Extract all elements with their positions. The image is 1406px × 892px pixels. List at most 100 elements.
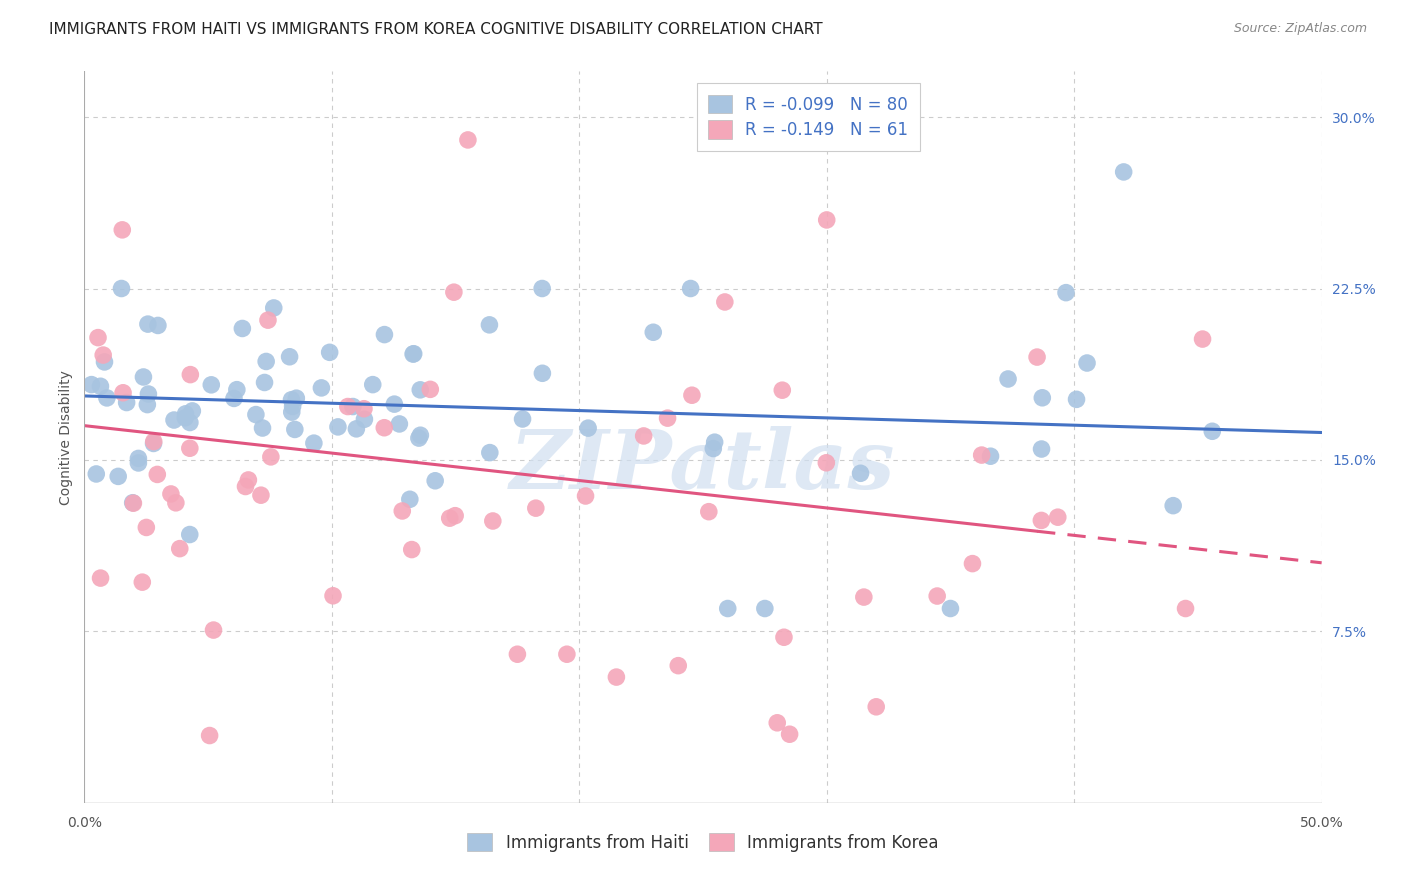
Point	[633, 429, 655, 443]
Point	[1031, 513, 1053, 527]
Point	[398, 492, 420, 507]
Point	[815, 456, 838, 470]
Point	[1191, 332, 1213, 346]
Point	[260, 450, 283, 464]
Point	[160, 487, 183, 501]
Point	[703, 435, 725, 450]
Point	[1161, 499, 1184, 513]
Legend: Immigrants from Haiti, Immigrants from Korea: Immigrants from Haiti, Immigrants from K…	[460, 825, 946, 860]
Point	[318, 345, 340, 359]
Point	[311, 381, 333, 395]
Point	[285, 391, 308, 405]
Point	[980, 449, 1002, 463]
Point	[605, 670, 627, 684]
Point	[382, 397, 405, 411]
Point	[714, 295, 737, 310]
Point	[110, 281, 132, 295]
Point	[512, 412, 534, 426]
Point	[342, 400, 364, 414]
Point	[927, 589, 949, 603]
Point	[174, 407, 197, 421]
Point	[127, 451, 149, 466]
Point	[222, 392, 245, 406]
Point	[666, 658, 689, 673]
Point	[574, 489, 596, 503]
Point	[402, 347, 425, 361]
Point	[89, 379, 111, 393]
Point	[284, 422, 307, 436]
Point	[531, 281, 554, 295]
Point	[245, 408, 267, 422]
Point	[90, 571, 112, 585]
Point	[202, 623, 225, 637]
Point	[388, 417, 411, 431]
Point	[1026, 350, 1049, 364]
Point	[146, 467, 169, 482]
Point	[132, 370, 155, 384]
Point	[142, 434, 165, 449]
Point	[115, 395, 138, 409]
Point	[419, 382, 441, 396]
Point	[1201, 424, 1223, 438]
Point	[280, 392, 302, 407]
Point	[93, 355, 115, 369]
Point	[939, 601, 962, 615]
Point	[408, 431, 430, 445]
Point	[531, 366, 554, 380]
Point	[1046, 510, 1069, 524]
Point	[815, 213, 838, 227]
Text: IMMIGRANTS FROM HAITI VS IMMIGRANTS FROM KOREA COGNITIVE DISABILITY CORRELATION : IMMIGRANTS FROM HAITI VS IMMIGRANTS FROM…	[49, 22, 823, 37]
Point	[80, 377, 103, 392]
Point	[136, 317, 159, 331]
Point	[322, 589, 344, 603]
Point	[1174, 601, 1197, 615]
Y-axis label: Cognitive Disability: Cognitive Disability	[59, 369, 73, 505]
Point	[121, 496, 143, 510]
Point	[1031, 442, 1053, 456]
Point	[681, 388, 703, 402]
Point	[163, 413, 186, 427]
Point	[773, 630, 796, 644]
Point	[198, 729, 221, 743]
Point	[142, 436, 165, 450]
Point	[138, 387, 160, 401]
Point	[482, 514, 505, 528]
Point	[478, 318, 501, 332]
Point	[278, 350, 301, 364]
Point	[1054, 285, 1077, 300]
Point	[1066, 392, 1088, 407]
Point	[235, 479, 257, 493]
Point	[702, 442, 724, 456]
Point	[478, 445, 501, 459]
Point	[122, 496, 145, 510]
Point	[373, 327, 395, 342]
Point	[970, 448, 993, 462]
Point	[353, 412, 375, 426]
Point	[252, 421, 274, 435]
Point	[409, 383, 432, 397]
Point	[409, 428, 432, 442]
Point	[425, 474, 447, 488]
Point	[697, 505, 720, 519]
Point	[852, 590, 875, 604]
Point	[238, 473, 260, 487]
Point	[770, 383, 793, 397]
Point	[1112, 165, 1135, 179]
Point	[107, 469, 129, 483]
Point	[179, 527, 201, 541]
Point	[353, 401, 375, 416]
Point	[181, 404, 204, 418]
Point	[643, 325, 665, 339]
Point	[679, 281, 702, 295]
Point	[717, 601, 740, 615]
Point	[281, 400, 304, 414]
Point	[576, 421, 599, 435]
Point	[91, 348, 114, 362]
Point	[373, 421, 395, 435]
Point	[254, 354, 277, 368]
Point	[401, 542, 423, 557]
Point	[253, 376, 276, 390]
Point	[200, 377, 222, 392]
Point	[766, 715, 789, 730]
Point	[962, 557, 984, 571]
